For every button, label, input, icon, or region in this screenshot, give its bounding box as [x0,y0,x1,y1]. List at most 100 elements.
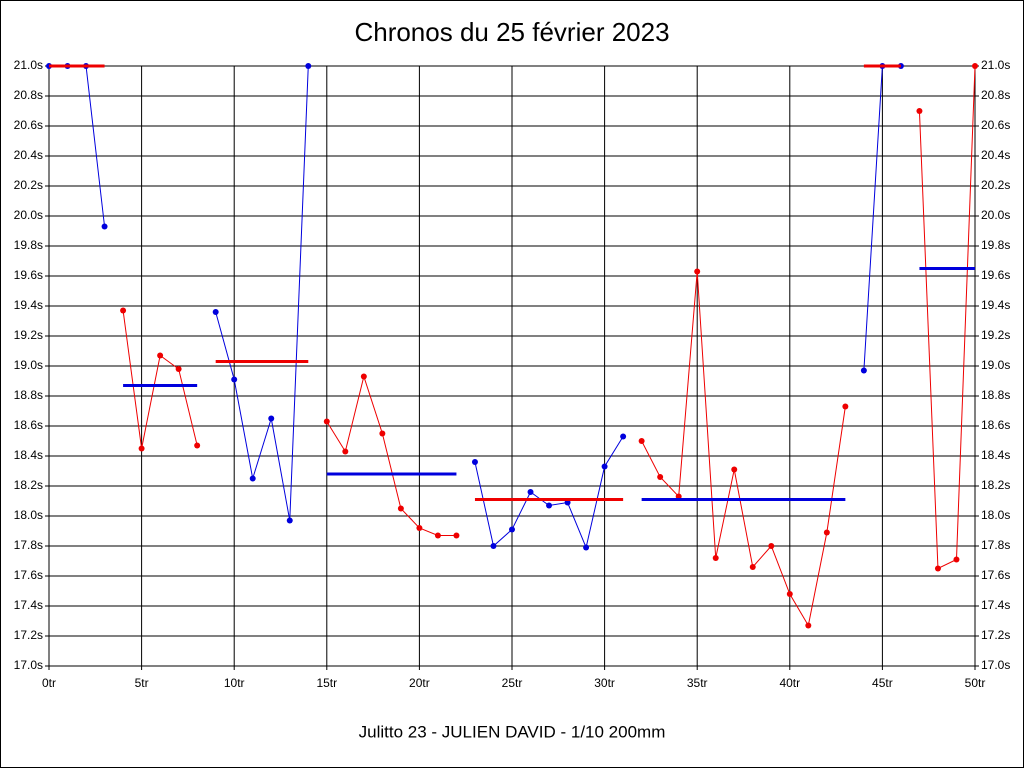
point [527,489,534,495]
point [231,376,238,383]
y-tick-label: 21.0s [14,58,43,72]
y-tick-label-right: 20.6s [981,118,1010,132]
y-tick-label: 18.6s [14,418,43,432]
point [268,415,275,422]
x-tick-label: 35tr [687,676,708,690]
y-tick-label: 20.6s [14,118,43,132]
x-tick-label: 20tr [409,676,430,690]
point [175,366,182,372]
point [842,403,849,410]
point [601,463,608,470]
point [657,474,664,480]
point [323,418,330,425]
point [434,532,441,539]
point [860,367,867,374]
y-tick-label: 18.2s [14,478,43,492]
point [916,108,923,114]
series-line [918,65,976,570]
y-tick-label-right: 17.4s [981,598,1010,612]
point [397,505,404,512]
series-line [215,65,309,521]
x-tick-label: 10tr [224,676,245,690]
y-tick-label: 17.0s [14,658,43,672]
x-tick-label: 15tr [316,676,337,690]
point [712,555,719,561]
point [120,307,127,314]
y-tick-label-right: 20.8s [981,88,1010,102]
y-tick-label: 20.8s [14,88,43,102]
x-tick-label: 50tr [965,676,986,690]
y-tick-label: 19.0s [14,358,43,372]
y-tick-label-right: 18.8s [981,388,1010,402]
y-tick-label: 19.4s [14,298,43,312]
point [194,442,201,449]
series-line [641,271,846,627]
y-tick-label-right: 17.0s [981,658,1010,672]
y-tick-label-right: 20.4s [981,148,1010,162]
y-tick-label: 18.0s [14,508,43,522]
point [305,63,312,69]
point [342,448,349,455]
y-tick-label-right: 19.4s [981,298,1010,312]
point [694,268,701,275]
point [786,591,793,597]
point [731,466,738,473]
point [138,445,145,452]
point [286,517,293,524]
point [471,459,478,465]
y-tick-label: 20.0s [14,208,43,222]
y-tick-label: 20.2s [14,178,43,192]
y-tick-label: 19.2s [14,328,43,342]
point [953,556,960,563]
x-tick-label: 25tr [502,676,523,690]
y-tick-label-right: 17.6s [981,568,1010,582]
y-tick-label-right: 18.2s [981,478,1010,492]
y-tick-label: 17.2s [14,628,43,642]
x-tick-label: 30tr [594,676,615,690]
point [768,543,775,549]
y-tick-label-right: 18.6s [981,418,1010,432]
point [379,430,386,437]
point [490,543,497,549]
y-tick-label-right: 19.6s [981,268,1010,282]
y-tick-label-right: 19.8s [981,238,1010,252]
y-tick-label-right: 20.0s [981,208,1010,222]
y-tick-label: 18.4s [14,448,43,462]
point [157,352,164,359]
point [416,525,423,531]
point [823,529,830,536]
x-tick-label: 5tr [135,676,149,690]
x-tick-label: 40tr [779,676,800,690]
y-tick-label-right: 18.4s [981,448,1010,462]
point [453,532,460,539]
point [546,502,553,509]
point [972,63,978,69]
point [805,622,812,629]
series-line [326,374,457,536]
point [620,433,627,440]
chart-title: Chronos du 25 février 2023 [354,17,669,47]
point [101,223,108,230]
x-tick-label: 0tr [42,676,56,690]
point [249,475,256,482]
y-tick-label: 17.4s [14,598,43,612]
point [749,564,756,570]
y-tick-label: 20.4s [14,148,43,162]
y-tick-label: 19.8s [14,238,43,252]
point [360,373,367,380]
x-tick-label: 45tr [872,676,893,690]
y-tick-label: 18.8s [14,388,43,402]
y-tick-label: 19.6s [14,268,43,282]
y-tick-label-right: 19.0s [981,358,1010,372]
point [212,309,219,315]
y-tick-label-right: 19.2s [981,328,1010,342]
x-axis-label: Julitto 23 - JULIEN DAVID - 1/10 200mm [359,722,666,741]
plot-border [48,65,976,667]
y-tick-label-right: 20.2s [981,178,1010,192]
y-tick-label-right: 17.8s [981,538,1010,552]
y-tick-label-right: 21.0s [981,58,1010,72]
point [583,544,590,551]
point [934,565,941,572]
y-tick-label-right: 17.2s [981,628,1010,642]
